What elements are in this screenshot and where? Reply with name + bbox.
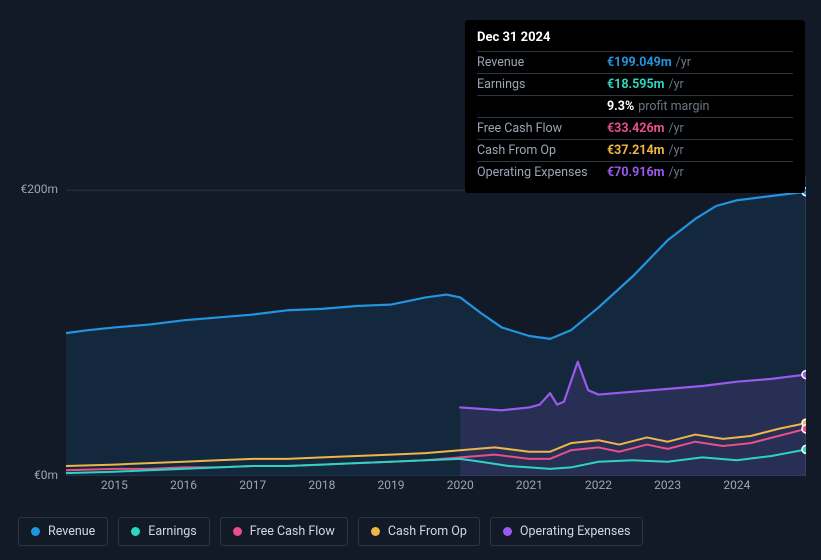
tooltip-metric-unit: /yr xyxy=(668,143,683,158)
tooltip-metric-value: €33.426m xyxy=(607,121,664,136)
tooltip-metric-unit: /yr xyxy=(668,165,683,180)
legend-label: Earnings xyxy=(148,524,196,539)
tooltip-row: Earnings€18.595m/yr xyxy=(477,74,793,96)
tooltip-metric-label: Operating Expenses xyxy=(477,165,607,180)
legend-item-revenue[interactable]: Revenue xyxy=(18,517,108,546)
x-axis-label: 2016 xyxy=(170,478,197,492)
x-axis-label: 2019 xyxy=(378,478,405,492)
tooltip-row: Free Cash Flow€33.426m/yr xyxy=(477,118,793,140)
legend-dot-icon xyxy=(131,527,140,536)
legend-dot-icon xyxy=(233,527,242,536)
tooltip-metric-unit: /yr xyxy=(668,121,683,136)
x-axis-label: 2021 xyxy=(516,478,543,492)
legend-dot-icon xyxy=(503,527,512,536)
series-end-marker-fcf xyxy=(802,425,806,433)
tooltip-row: Cash From Op€37.214m/yr xyxy=(477,140,793,162)
series-end-marker-earnings xyxy=(802,445,806,453)
x-axis-label: 2017 xyxy=(239,478,266,492)
tooltip-profit-margin: 9.3% profit margin xyxy=(477,96,793,118)
x-axis-label: 2020 xyxy=(447,478,474,492)
tooltip-metric-label: Revenue xyxy=(477,55,607,70)
legend-item-earnings[interactable]: Earnings xyxy=(118,517,209,546)
x-axis-label: 2022 xyxy=(585,478,612,492)
tooltip-metric-label: Free Cash Flow xyxy=(477,121,607,136)
tooltip-metric-value: €199.049m xyxy=(607,55,672,70)
x-axis-label: 2023 xyxy=(654,478,681,492)
legend-label: Free Cash Flow xyxy=(250,524,335,539)
series-end-marker-opex xyxy=(802,371,806,379)
chart-tooltip: Dec 31 2024 Revenue€199.049m/yrEarnings€… xyxy=(465,20,805,193)
tooltip-metric-label: Cash From Op xyxy=(477,143,607,158)
y-axis-label: €200m xyxy=(18,182,58,196)
tooltip-margin-label: profit margin xyxy=(638,99,709,114)
legend-item-fcf[interactable]: Free Cash Flow xyxy=(220,517,348,546)
legend-label: Cash From Op xyxy=(388,524,467,539)
tooltip-row: Operating Expenses€70.916m/yr xyxy=(477,162,793,183)
legend-item-cfo[interactable]: Cash From Op xyxy=(358,517,480,546)
tooltip-metric-value: €37.214m xyxy=(607,143,664,158)
tooltip-margin-value: 9.3% xyxy=(607,99,634,114)
x-axis-label: 2018 xyxy=(308,478,335,492)
legend-label: Revenue xyxy=(48,524,95,539)
legend-item-opex[interactable]: Operating Expenses xyxy=(490,517,644,546)
x-axis-label: 2015 xyxy=(101,478,128,492)
tooltip-metric-value: €70.916m xyxy=(607,165,664,180)
tooltip-date: Dec 31 2024 xyxy=(477,30,793,52)
financials-chart: €0m €200m 2015 2016 2017 2018 2019 2020 2021 202… xyxy=(18,158,808,493)
x-axis-label: 2024 xyxy=(723,478,750,492)
tooltip-metric-value: €18.595m xyxy=(607,77,664,92)
tooltip-metric-unit: /yr xyxy=(676,55,691,70)
chart-plot[interactable] xyxy=(66,176,806,476)
tooltip-metric-unit: /yr xyxy=(668,77,683,92)
legend-dot-icon xyxy=(31,527,40,536)
tooltip-row: Revenue€199.049m/yr xyxy=(477,52,793,74)
legend-label: Operating Expenses xyxy=(520,524,631,539)
tooltip-metric-label: Earnings xyxy=(477,77,607,92)
legend-dot-icon xyxy=(371,527,380,536)
y-axis-label: €0m xyxy=(18,468,58,482)
chart-legend: Revenue Earnings Free Cash Flow Cash From O… xyxy=(18,517,643,546)
